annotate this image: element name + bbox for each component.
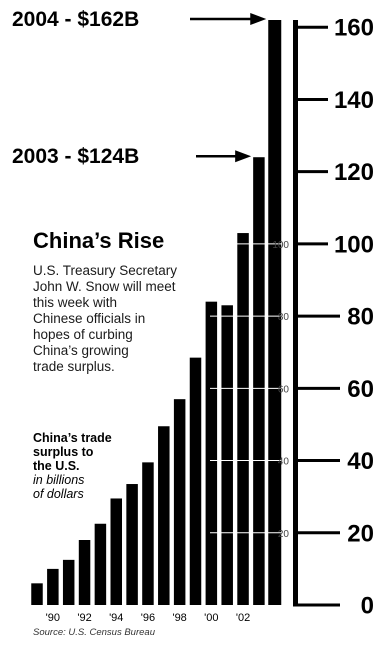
bar-1996 [142, 462, 154, 605]
description-line: hopes of curbing [33, 327, 133, 342]
right-tick-label-100: 100 [334, 231, 374, 258]
subhead-line: the U.S. [33, 459, 80, 473]
callout-2003: 2003 - $124B [12, 145, 139, 168]
callout-arrowhead-2004 [250, 13, 267, 25]
bar-2002 [237, 233, 249, 605]
inner-tick-label-40: 40 [278, 457, 290, 468]
subhead-line: China’s trade [33, 431, 112, 445]
x-tick-1996: '96 [141, 612, 155, 624]
unit-line: in billions [33, 473, 84, 487]
inner-tick-labels: 20 40 60 80 100 [210, 240, 290, 540]
x-tick-1998: '98 [172, 612, 186, 624]
callout-arrowhead-2003 [235, 150, 252, 163]
bar-1991 [62, 559, 75, 605]
right-tick-label-60: 60 [347, 376, 374, 403]
bar-1997 [158, 426, 170, 605]
bar-1993 [94, 523, 107, 605]
description-line: trade surplus. [33, 359, 115, 374]
bar-2000 [205, 301, 218, 605]
x-tick-2000: '00 [204, 612, 218, 624]
chart-title: China’s Rise [33, 228, 164, 253]
bar-2003 [253, 157, 265, 605]
bar-2004 [268, 20, 282, 605]
bar-1990 [47, 568, 59, 605]
right-tick-label-80: 80 [347, 304, 374, 331]
bar-2001 [221, 305, 233, 605]
x-tick-2002: '02 [236, 612, 250, 624]
bar-1995 [126, 484, 138, 605]
right-tick-label-40: 40 [347, 448, 374, 475]
x-tick-1992: '92 [77, 612, 91, 624]
inner-tick-label-80: 80 [278, 312, 290, 323]
inner-tick-label-100: 100 [272, 240, 289, 251]
subhead-line: surplus to [33, 445, 94, 459]
description-line: China’s growing [33, 343, 129, 358]
bar-1992 [78, 540, 91, 605]
inner-tick-label-60: 60 [278, 384, 290, 395]
bar-1998 [173, 399, 186, 605]
bar-1994 [110, 498, 122, 605]
right-axis: 0 20 40 60 80 100 120 140 160 [293, 15, 374, 620]
x-tick-labels: '90 '92 '94 '96 '98 '00 '02 [46, 612, 251, 624]
description-line: Chinese officials in [33, 311, 145, 326]
unit-line: of dollars [33, 487, 84, 501]
right-tick-label-0: 0 [361, 593, 374, 620]
bars [31, 20, 282, 605]
description-line: U.S. Treasury Secretary [33, 263, 177, 278]
x-tick-1994: '94 [109, 612, 123, 624]
source-note: Source: U.S. Census Bureau [33, 627, 156, 638]
right-tick-label-140: 140 [334, 87, 374, 114]
bar-1989 [31, 583, 43, 605]
right-tick-label-20: 20 [347, 520, 374, 547]
bar-1999 [189, 357, 202, 605]
right-axis-line [293, 20, 298, 605]
right-tick-label-160: 160 [334, 15, 374, 42]
callout-2004: 2004 - $162B [12, 8, 139, 31]
x-tick-1990: '90 [46, 612, 60, 624]
callouts: 2004 - $162B 2003 - $124B [12, 8, 267, 168]
description-line: this week with [33, 295, 117, 310]
right-tick-label-120: 120 [334, 159, 374, 186]
inner-tick-label-20: 20 [278, 529, 290, 540]
description-line: John W. Snow will meet [33, 279, 176, 294]
